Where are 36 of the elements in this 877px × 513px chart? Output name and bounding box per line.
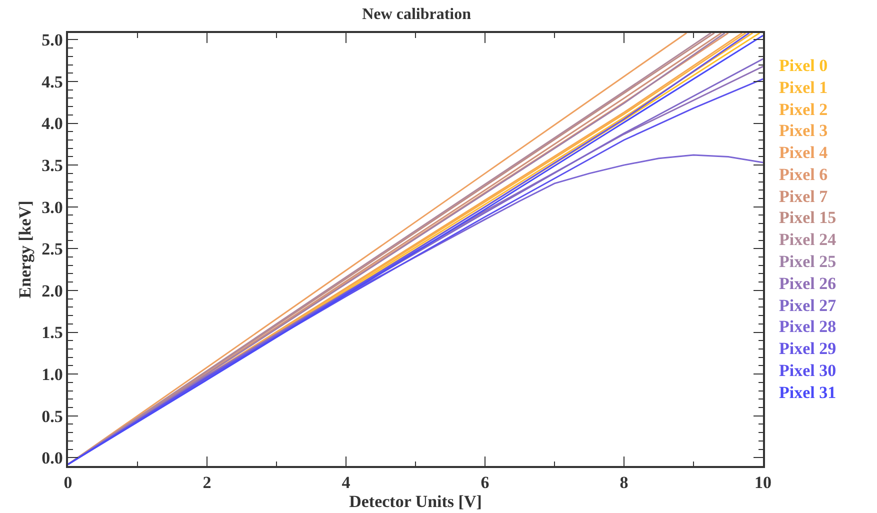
text: Pixel 4 [779,143,828,162]
x-axis-title: Detector Units [V] [349,492,482,512]
y-tick-label: 1.0 [42,365,63,384]
y-tick-label: 5.0 [42,30,63,50]
text: Pixel 2 [779,100,828,119]
series-label: Pixel 0 [779,56,828,75]
x-tick-label: 10 [754,473,772,492]
text: Pixel 3 [779,121,828,140]
y-tick-label: 3.5 [42,156,63,176]
text: Pixel 6 [779,165,828,184]
text: Pixel 29 [779,339,836,358]
y-axis-title: Energy [keV] [16,200,35,298]
chart-title: New calibration [362,6,472,23]
y-tick-label: 0.0 [42,448,63,468]
text: Pixel 1 [779,78,828,97]
text: Pixel 30 [779,361,836,380]
x-tick-label: 0 [64,473,72,492]
x-tick-label: 6 [480,473,490,492]
text: Pixel 15 [779,208,836,227]
y-tick-label: 4.0 [42,114,63,134]
y-tick-label: 2.5 [42,240,63,259]
x-tick-label: 8 [620,473,628,492]
text: Pixel 7 [779,187,828,206]
y-tick-label: 2.0 [42,281,63,300]
text: Pixel 25 [779,252,836,271]
y-tick-label: 0.5 [42,406,63,426]
y-tick-label: 4.5 [42,72,63,92]
text: Pixel 31 [779,383,836,402]
text: Pixel 28 [779,317,836,336]
text: Pixel 26 [779,274,836,293]
x-tick-label: 2 [202,473,212,492]
text: Pixel 27 [779,296,837,315]
text: Pixel 24 [779,230,837,249]
y-tick-label: 3.0 [42,198,63,217]
x-tick-label: 4 [342,473,351,492]
y-tick-label: 1.5 [42,323,63,342]
